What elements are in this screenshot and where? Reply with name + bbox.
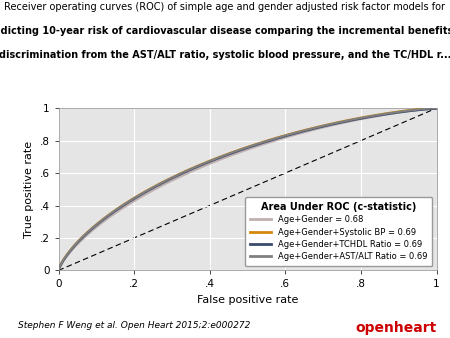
Legend: Age+Gender = 0.68, Age+Gender+Systolic BP = 0.69, Age+Gender+TCHDL Ratio = 0.69,: Age+Gender = 0.68, Age+Gender+Systolic B… xyxy=(245,197,432,266)
Text: predicting 10-year risk of cardiovascular disease comparing the incremental bene: predicting 10-year risk of cardiovascula… xyxy=(0,26,450,36)
Text: Stephen F Weng et al. Open Heart 2015;2:e000272: Stephen F Weng et al. Open Heart 2015;2:… xyxy=(18,320,250,330)
Text: discrimination from the AST/ALT ratio, systolic blood pressure, and the TC/HDL r: discrimination from the AST/ALT ratio, s… xyxy=(0,50,450,61)
Y-axis label: True positive rate: True positive rate xyxy=(24,141,34,238)
Text: openheart: openheart xyxy=(355,321,436,335)
X-axis label: False positive rate: False positive rate xyxy=(197,295,298,305)
Text: Receiver operating curves (ROC) of simple age and gender adjusted risk factor mo: Receiver operating curves (ROC) of simpl… xyxy=(4,2,446,12)
